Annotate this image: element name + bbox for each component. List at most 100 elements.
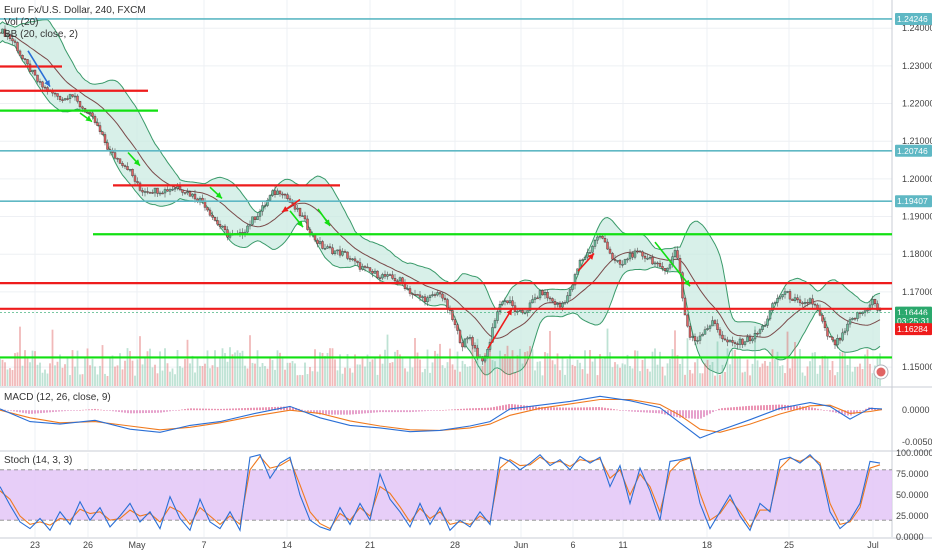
macd-histogram-bar: [640, 410, 642, 413]
volume-bar: [846, 364, 849, 386]
candle-body: [656, 262, 659, 265]
macd-pane: 0.0000 -0.0050: [0, 395, 932, 447]
volume-bar: [331, 348, 334, 386]
macd-histogram-bar: [457, 409, 459, 411]
candle-body: [651, 256, 654, 265]
candle-body: [301, 215, 304, 217]
macd-label: MACD (12, 26, close, 9): [4, 392, 111, 403]
volume-bar: [14, 353, 16, 386]
candle-body: [256, 216, 259, 220]
macd-histogram-bar: [712, 410, 714, 413]
macd-histogram-bar: [556, 407, 558, 411]
candle-body: [138, 182, 142, 191]
volume-bar: [526, 351, 529, 386]
bollinger-upper-line: [0, 19, 881, 327]
time-tick-label: 14: [282, 540, 292, 550]
volume-bar: [831, 361, 834, 386]
volume-bar: [139, 336, 141, 386]
candle-body: [356, 260, 359, 263]
macd-histogram-bar: [607, 408, 609, 411]
macd-histogram-bar: [718, 408, 720, 411]
candle-body: [191, 193, 194, 197]
candle-body: [318, 241, 322, 244]
candle-body: [771, 303, 774, 311]
volume-bar: [744, 371, 746, 386]
volume-bar: [384, 349, 386, 386]
stoch-tick-label: 100.0000: [896, 448, 932, 458]
candle-body: [73, 95, 77, 98]
volume-bar: [501, 356, 504, 386]
volume-bar: [356, 364, 359, 386]
volume-bar: [579, 362, 581, 386]
price-label-text: 1.16446: [897, 308, 928, 318]
candle-body: [756, 333, 759, 335]
candle-body: [286, 194, 289, 199]
candle-body: [863, 310, 867, 313]
macd-histogram-bar: [121, 410, 123, 413]
volume-bar: [604, 357, 606, 386]
macd-histogram-bar: [316, 410, 318, 414]
volume-bar: [416, 352, 419, 386]
macd-histogram-bar: [325, 410, 327, 415]
volume-bar: [411, 367, 414, 386]
volume-bar: [306, 374, 309, 386]
macd-histogram-bar: [256, 407, 258, 411]
candle-body: [746, 336, 749, 343]
volume-bar: [9, 368, 11, 386]
candle-body: [43, 86, 47, 89]
candle-body: [113, 152, 117, 159]
volume-bar: [676, 355, 679, 386]
volume-bar: [704, 363, 706, 386]
price-label-text: 03:25:31: [897, 316, 930, 326]
macd-histogram-bar: [427, 410, 429, 411]
macd-histogram-bar: [379, 410, 381, 413]
volume-bar: [39, 362, 41, 386]
candle-body: [411, 293, 414, 295]
macd-histogram-bar: [370, 410, 372, 413]
volume-bar: [0, 358, 1, 386]
volume-bar: [394, 351, 396, 386]
volume-bar: [216, 367, 219, 386]
macd-histogram-bar: [259, 407, 261, 411]
trend-arrow-5: [209, 186, 223, 200]
macd-histogram-bar: [163, 410, 165, 413]
candle-body: [476, 347, 479, 358]
macd-histogram-bar: [331, 410, 333, 415]
macd-histogram-bar: [244, 408, 246, 411]
candle-body: [363, 266, 367, 268]
macd-histogram-bar: [124, 410, 126, 413]
candle-body: [601, 235, 604, 239]
bb-label: BB (20, close, 2): [4, 29, 78, 40]
candle-body: [646, 257, 649, 260]
candle-body: [353, 258, 357, 262]
candle-body: [856, 312, 859, 319]
volume-bar: [644, 358, 646, 386]
macd-histogram-bar: [97, 409, 99, 411]
candle-body: [496, 311, 499, 321]
volume-bar: [656, 364, 659, 386]
candle-body: [118, 158, 122, 164]
macd-histogram-bar: [247, 407, 249, 411]
volume-bar: [201, 366, 204, 386]
price-label-text: 1.24246: [897, 14, 928, 24]
volume-bar: [24, 350, 26, 386]
volume-bar: [196, 356, 199, 386]
candle-body: [63, 98, 67, 101]
macd-histogram-bar: [790, 405, 792, 411]
volume-bar: [91, 358, 94, 386]
price-tick-label: 1.18000: [902, 249, 932, 259]
macd-histogram-bar: [697, 410, 699, 419]
volume-bar: [479, 366, 481, 386]
volume-bar: [469, 366, 471, 386]
candle-body: [586, 252, 589, 258]
candle-body: [696, 340, 699, 342]
macd-histogram-bar: [352, 410, 354, 415]
candle-body: [871, 299, 874, 306]
candle-body: [833, 339, 837, 346]
candle-body: [3, 28, 7, 37]
candle-body: [821, 315, 824, 322]
volume-bar: [719, 374, 721, 386]
macd-histogram-bar: [646, 410, 648, 413]
candle-body: [346, 251, 349, 259]
